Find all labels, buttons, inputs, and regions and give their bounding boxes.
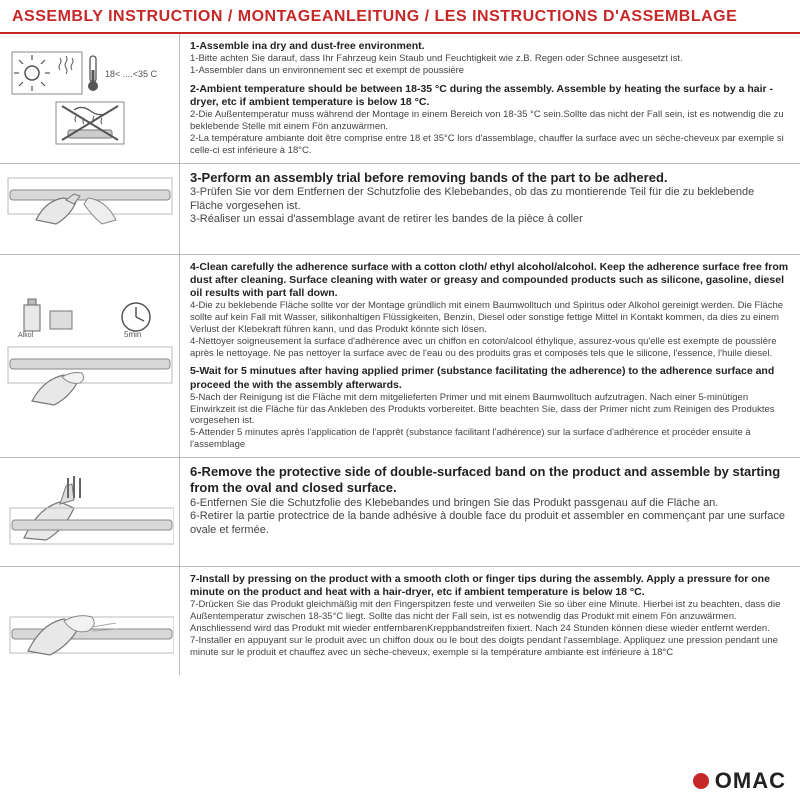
step-6-en: 6-Remove the protective side of double-s…	[190, 464, 790, 497]
step-2-en: 2-Ambient temperature should be between …	[190, 83, 790, 109]
step-3-en: 3-Perform an assembly trial before remov…	[190, 170, 790, 186]
row-1: 18< ....<35 C 1-Assemble ina dry and dus…	[0, 34, 800, 164]
row-4-illustration	[0, 458, 180, 566]
no-water-icon	[54, 100, 126, 146]
peel-tape-icon	[6, 464, 174, 560]
step-5-en: 5-Wait for 5 minutues after having appli…	[190, 365, 790, 391]
step-1-de: 1-Bitte achten Sie darauf, dass Ihr Fahr…	[190, 53, 790, 65]
row-5-text: 7-Install by pressing on the product wit…	[180, 567, 800, 675]
row-5-illustration	[0, 567, 180, 675]
step-2-de: 2-Die Außentemperatur muss während der M…	[190, 109, 790, 133]
step-1-en: 1-Assemble ina dry and dust-free environ…	[190, 40, 790, 53]
step-2-fr: 2-La température ambiante doit être comp…	[190, 133, 790, 157]
sun-thermometer-icon: 18< ....<35 C	[10, 50, 170, 96]
step-4-fr: 4-Nettoyer soigneusement la surface d'ad…	[190, 336, 790, 360]
alcohol-timer-icon: Alkol 5min	[6, 297, 174, 337]
trial-fit-icon	[6, 170, 174, 248]
header: ASSEMBLY INSTRUCTION / MONTAGEANLEITUNG …	[0, 0, 800, 34]
logo-text: OMAC	[715, 768, 786, 794]
wipe-surface-icon	[6, 341, 174, 415]
row-3-illustration: Alkol 5min	[0, 255, 180, 457]
step-5-de: 5-Nach der Reinigung ist die Fläche mit …	[190, 392, 790, 428]
instruction-rows: 18< ....<35 C 1-Assemble ina dry and dus…	[0, 34, 800, 675]
row-2-illustration	[0, 164, 180, 254]
row-2: 3-Perform an assembly trial before remov…	[0, 164, 800, 255]
row-1-illustration: 18< ....<35 C	[0, 34, 180, 163]
logo: OMAC	[693, 768, 786, 794]
step-4-de: 4-Die zu beklebende Fläche sollte vor de…	[190, 300, 790, 336]
alkol-label-text: Alkol	[18, 332, 34, 337]
step-5-fr: 5-Attender 5 minutes après l'application…	[190, 427, 790, 451]
row-4: 6-Remove the protective side of double-s…	[0, 458, 800, 567]
step-3-de: 3-Prüfen Sie vor dem Entfernen der Schut…	[190, 186, 790, 214]
header-title: ASSEMBLY INSTRUCTION / MONTAGEANLEITUNG …	[12, 8, 788, 26]
row-5: 7-Install by pressing on the product wit…	[0, 567, 800, 675]
logo-dot-icon	[693, 773, 709, 789]
step-6-de: 6-Entfernen Sie die Schutzfolie des Kleb…	[190, 497, 790, 511]
step-3-fr: 3-Réaliser un essai d'assemblage avant d…	[190, 213, 790, 227]
row-3-text: 4-Clean carefully the adherence surface …	[180, 255, 800, 457]
press-cloth-icon	[6, 573, 174, 669]
row-4-text: 6-Remove the protective side of double-s…	[180, 458, 800, 566]
timer-label-text: 5min	[124, 330, 141, 337]
step-1-fr: 1-Assembler dans un environnement sec et…	[190, 65, 790, 77]
temp-range-label: 18< ....<35 C	[105, 69, 158, 79]
step-7-en: 7-Install by pressing on the product wit…	[190, 573, 790, 599]
step-6-fr: 6-Retirer la partie protectrice de la ba…	[190, 510, 790, 538]
row-3: Alkol 5min 4-Clean carefully the adheren…	[0, 255, 800, 458]
row-2-text: 3-Perform an assembly trial before remov…	[180, 164, 800, 254]
row-1-text: 1-Assemble ina dry and dust-free environ…	[180, 34, 800, 163]
step-7-fr: 7-Installer en appuyant sur le produit a…	[190, 635, 790, 659]
step-7-de: 7-Drücken Sie das Produkt gleichmäßig mi…	[190, 599, 790, 635]
step-4-en: 4-Clean carefully the adherence surface …	[190, 261, 790, 300]
